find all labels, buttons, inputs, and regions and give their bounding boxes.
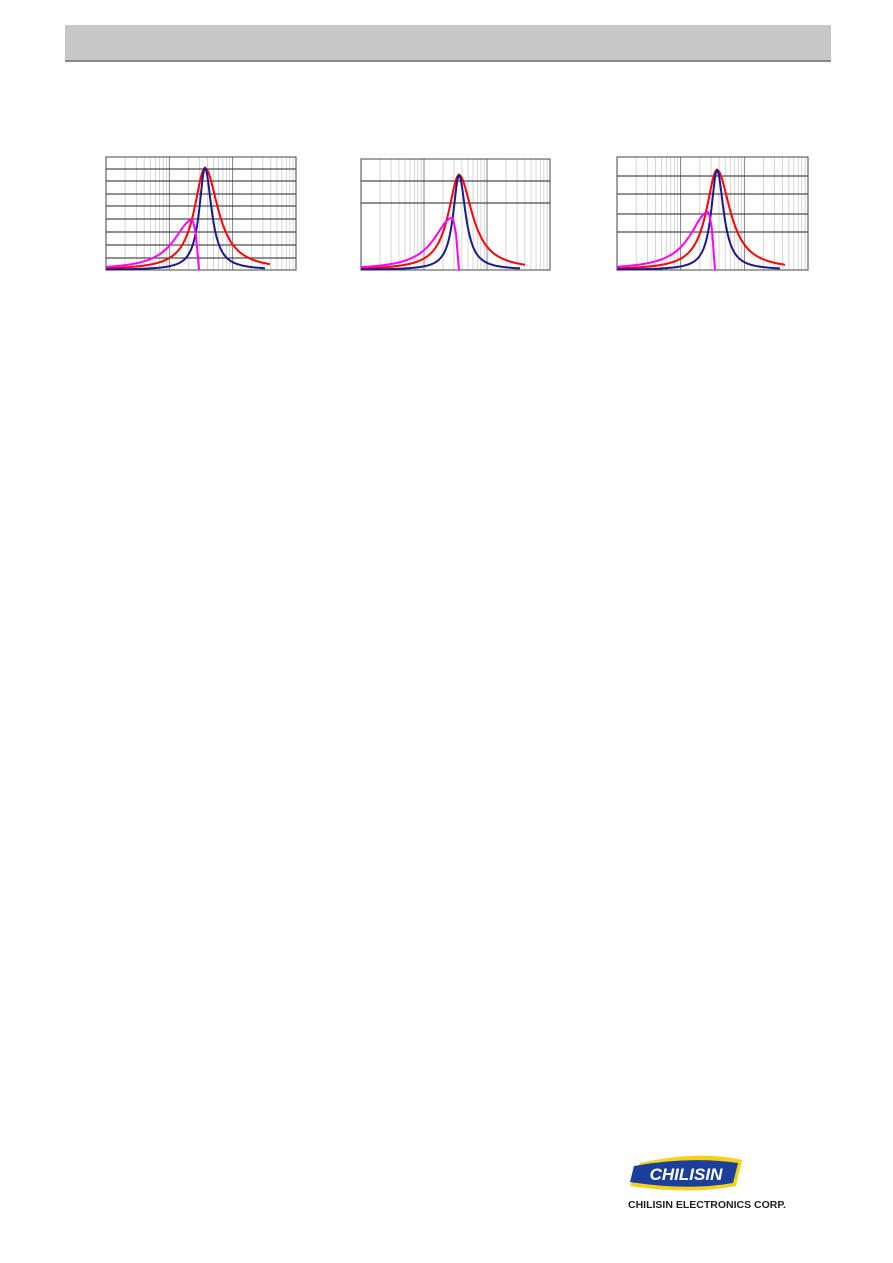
header-rule xyxy=(65,60,831,62)
chart-frame xyxy=(360,158,551,271)
header-bar xyxy=(65,25,831,60)
curve-magenta xyxy=(616,210,716,271)
curve-magenta xyxy=(361,216,460,271)
curve-blue xyxy=(106,165,265,271)
curve-red xyxy=(617,168,786,270)
logo-brand: CHILISIN xyxy=(650,1165,723,1184)
chart-frame xyxy=(105,156,297,271)
logo-badge xyxy=(630,1160,738,1187)
chart-frame xyxy=(616,156,809,271)
logo: CHILISIN xyxy=(630,1155,742,1191)
company-name: CHILISIN ELECTRONICS CORP. xyxy=(628,1199,786,1211)
curve-blue xyxy=(361,173,521,271)
curve-red xyxy=(360,173,526,270)
curve-magenta xyxy=(106,218,200,271)
curve-red xyxy=(105,166,271,270)
curve-blue xyxy=(617,168,780,271)
charts xyxy=(105,156,809,271)
